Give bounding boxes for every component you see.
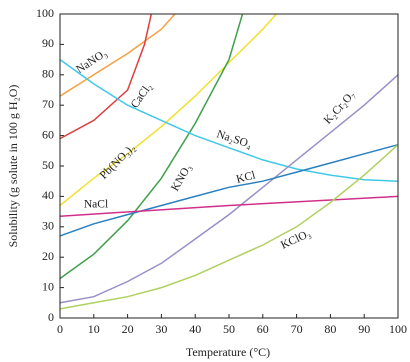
series-label: KClO₃ xyxy=(279,228,313,252)
series-line xyxy=(59,13,244,280)
series-line xyxy=(59,195,399,217)
y-tick-label: 80 xyxy=(42,67,54,81)
series-line xyxy=(59,144,399,310)
series-label: Pb(NO₃)₂ xyxy=(98,142,138,182)
series-line xyxy=(59,13,153,140)
y-tick-label: 30 xyxy=(42,219,54,233)
y-tick-label: 100 xyxy=(36,6,54,20)
x-tick-label: 70 xyxy=(291,322,303,336)
y-tick-label: 60 xyxy=(42,127,54,141)
y-tick-label: 90 xyxy=(42,36,54,50)
x-tick-label: 100 xyxy=(389,322,407,336)
series-line xyxy=(59,74,399,304)
series-label: CaCl₂ xyxy=(129,81,155,111)
x-tick-label: 60 xyxy=(257,322,269,336)
series-line xyxy=(59,13,277,207)
x-tick-label: 50 xyxy=(223,322,235,336)
y-tick-label: 10 xyxy=(42,279,54,293)
y-tick-label: 50 xyxy=(42,158,54,172)
series-line xyxy=(59,143,399,237)
y-axis-label: Solubility (g solute in 100 g H₂O) xyxy=(6,85,20,248)
x-tick-label: 30 xyxy=(155,322,167,336)
series-label: Na₂SO₄ xyxy=(215,128,253,151)
series-label: KNO₃ xyxy=(169,162,194,193)
x-tick-label: 40 xyxy=(189,322,201,336)
series-line xyxy=(59,13,176,97)
plot-frame xyxy=(59,13,399,319)
series-line xyxy=(59,58,399,182)
series-label: NaNO₃ xyxy=(74,47,109,76)
y-tick-label: 70 xyxy=(42,97,54,111)
series-label: K₂Cr₂O₇ xyxy=(322,89,358,127)
x-axis-label: Temperature (°C) xyxy=(186,345,270,359)
x-tick-label: 90 xyxy=(358,322,370,336)
x-tick-label: 0 xyxy=(57,322,63,336)
x-tick-label: 10 xyxy=(88,322,100,336)
y-tick-label: 0 xyxy=(48,310,54,324)
series-label: NaCl xyxy=(84,199,108,211)
y-tick-label: 20 xyxy=(42,249,54,263)
y-tick-label: 40 xyxy=(42,188,54,202)
x-tick-label: 20 xyxy=(122,322,134,336)
x-tick-label: 80 xyxy=(324,322,336,336)
series-label: KCl xyxy=(235,169,257,186)
